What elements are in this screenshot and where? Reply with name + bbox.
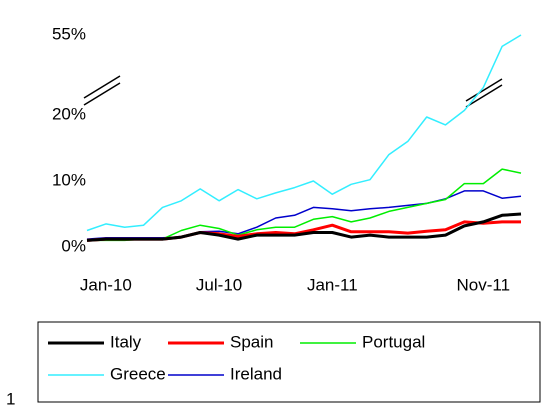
axis-break — [465, 84, 503, 108]
y-tick-label: 0% — [61, 236, 86, 255]
axis-break — [465, 78, 503, 102]
axis-break — [83, 75, 121, 99]
x-tick-label: Jan-11 — [307, 275, 358, 294]
legend-box — [37, 321, 541, 403]
x-tick-label: Jan-10 — [80, 275, 132, 294]
series-line — [86, 212, 522, 242]
axis-break — [83, 82, 121, 106]
legend-label: Greece — [110, 364, 166, 383]
y-tick-label: 55% — [52, 24, 86, 43]
legend-label: Ireland — [230, 364, 282, 383]
x-tick-label: Jul-10 — [196, 275, 242, 294]
legend-label: Italy — [110, 332, 142, 351]
series-line — [86, 34, 522, 232]
x-tick-label: Nov-11 — [456, 275, 510, 294]
y-tick-label: 20% — [52, 104, 86, 123]
footnote: 1 — [6, 389, 15, 408]
legend-label: Portugal — [362, 332, 425, 351]
y-tick-label: 10% — [52, 170, 86, 189]
legend-label: Spain — [230, 332, 273, 351]
